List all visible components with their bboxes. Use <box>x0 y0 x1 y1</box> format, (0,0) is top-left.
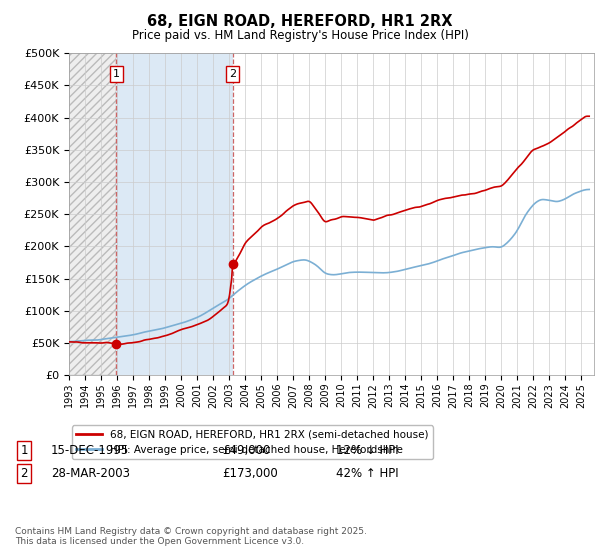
Text: 2: 2 <box>20 466 28 480</box>
Bar <box>69 53 116 375</box>
Text: 2: 2 <box>229 69 236 79</box>
Text: 42% ↑ HPI: 42% ↑ HPI <box>336 466 398 480</box>
Text: Contains HM Land Registry data © Crown copyright and database right 2025.
This d: Contains HM Land Registry data © Crown c… <box>15 526 367 546</box>
Text: 1: 1 <box>20 444 28 458</box>
Legend: 68, EIGN ROAD, HEREFORD, HR1 2RX (semi-detached house), HPI: Average price, semi: 68, EIGN ROAD, HEREFORD, HR1 2RX (semi-d… <box>71 426 433 459</box>
Bar <box>116 53 233 375</box>
Text: £49,000: £49,000 <box>222 444 271 458</box>
Text: 15-DEC-1995: 15-DEC-1995 <box>51 444 129 458</box>
Text: £173,000: £173,000 <box>222 466 278 480</box>
Text: 68, EIGN ROAD, HEREFORD, HR1 2RX: 68, EIGN ROAD, HEREFORD, HR1 2RX <box>147 14 453 29</box>
Text: Price paid vs. HM Land Registry's House Price Index (HPI): Price paid vs. HM Land Registry's House … <box>131 29 469 42</box>
Text: 12% ↓ HPI: 12% ↓ HPI <box>336 444 398 458</box>
Text: 1: 1 <box>113 69 120 79</box>
Text: 28-MAR-2003: 28-MAR-2003 <box>51 466 130 480</box>
